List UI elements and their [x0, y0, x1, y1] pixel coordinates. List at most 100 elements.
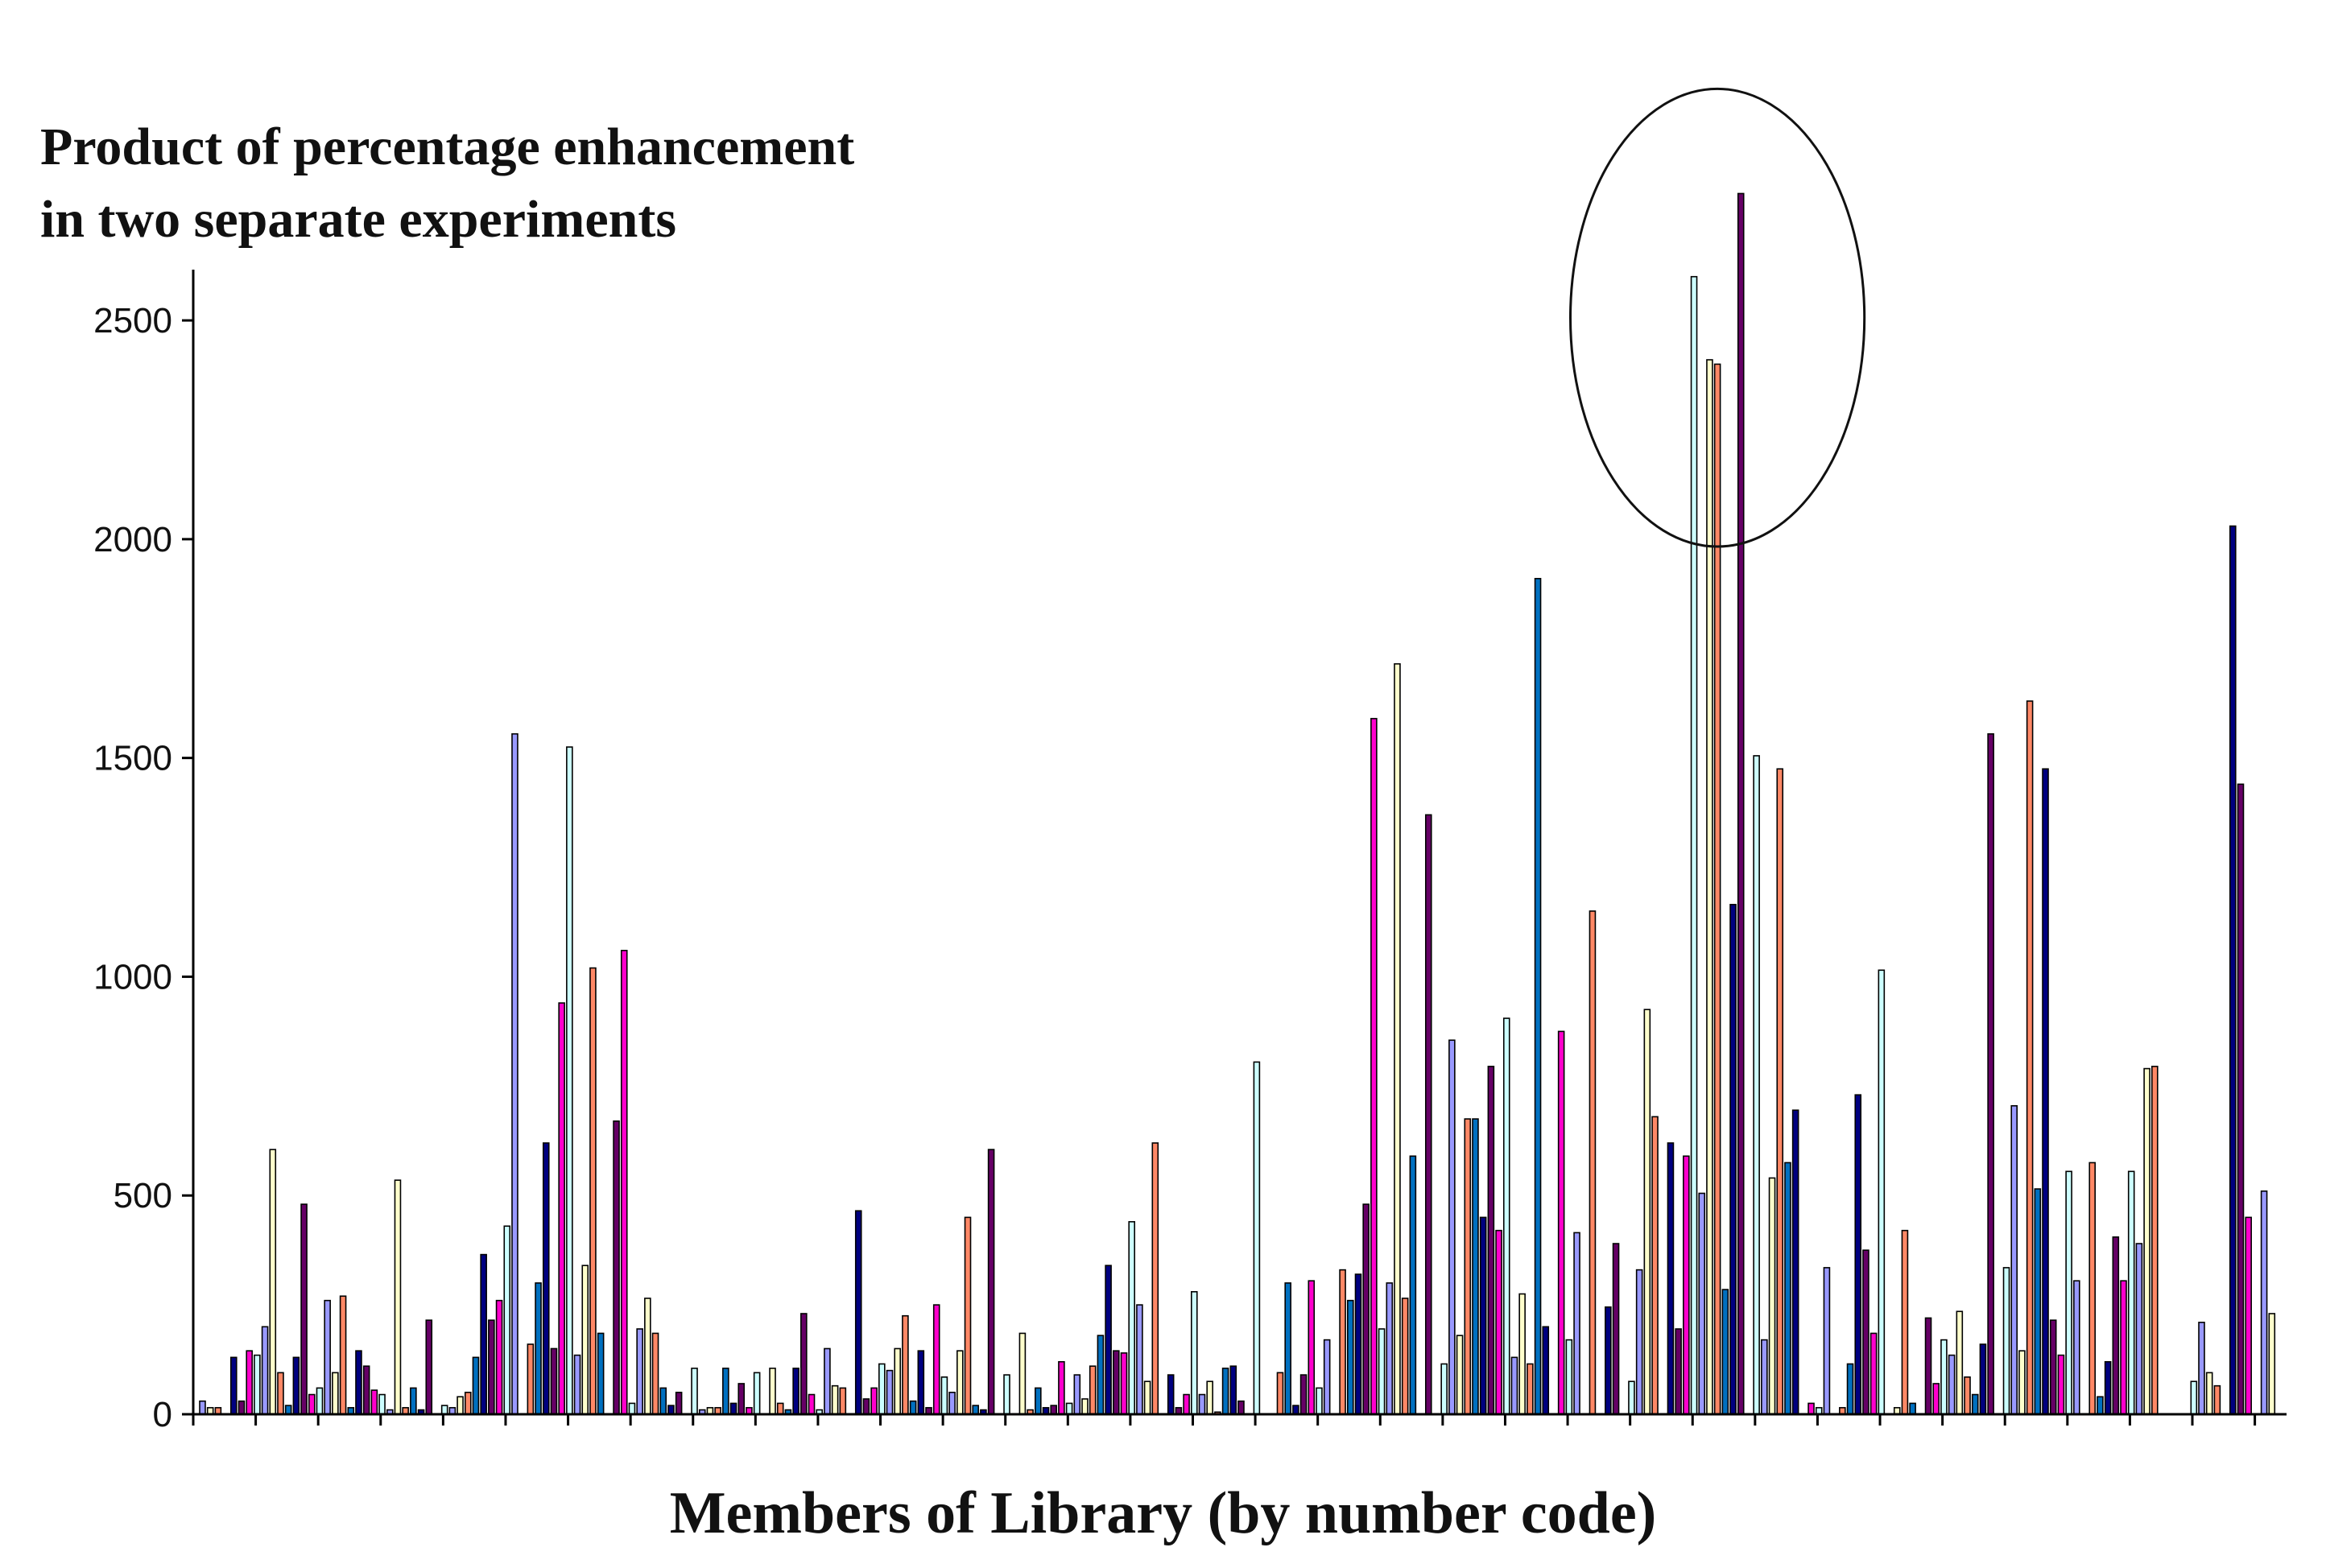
chart-title-line-2: in two separate experiments: [40, 190, 677, 249]
bar: [2034, 1188, 2042, 1415]
bar: [566, 746, 573, 1415]
bar: [378, 1393, 386, 1415]
bar: [675, 1392, 683, 1415]
bar-series: [199, 192, 2276, 1415]
bar: [1589, 910, 1597, 1415]
bar: [1495, 1229, 1502, 1415]
bar: [1612, 1243, 1620, 1415]
bar: [1299, 1374, 1308, 1415]
bar: [792, 1368, 799, 1415]
bar: [862, 1398, 870, 1415]
bar: [909, 1400, 917, 1415]
bar: [1527, 1363, 1534, 1415]
bar: [527, 1343, 535, 1415]
bar: [2143, 1067, 2150, 1415]
bar: [1753, 755, 1760, 1415]
bar: [2135, 1243, 2143, 1415]
bar: [948, 1392, 956, 1415]
bar: [940, 1376, 948, 1415]
bar: [1518, 1293, 1526, 1415]
bar: [1089, 1365, 1097, 1415]
bar: [1948, 1354, 1956, 1415]
bar: [1605, 1306, 1612, 1415]
bar: [1409, 1155, 1417, 1415]
bar: [1683, 1155, 1690, 1415]
bar: [831, 1384, 839, 1415]
bar: [1776, 768, 1784, 1415]
bar: [1565, 1339, 1573, 1415]
bar: [589, 967, 597, 1415]
bar: [2237, 783, 2245, 1415]
bar: [480, 1253, 487, 1415]
y-tick-label: 1000: [93, 957, 172, 997]
bar: [1378, 1328, 1386, 1415]
bar: [1354, 1273, 1362, 1415]
bar: [1339, 1269, 1346, 1415]
bar: [573, 1354, 581, 1415]
bar: [1292, 1405, 1299, 1415]
bar: [558, 1002, 565, 1415]
bar: [1206, 1380, 1213, 1415]
bar: [667, 1405, 675, 1415]
bar: [1971, 1393, 1979, 1415]
bar: [1143, 1380, 1151, 1415]
bar: [839, 1387, 847, 1415]
bar: [1464, 1118, 1472, 1415]
bar: [199, 1400, 206, 1415]
bar: [503, 1225, 511, 1415]
bar: [1308, 1280, 1316, 1415]
bar: [1729, 903, 1737, 1415]
bar: [1643, 1009, 1651, 1415]
bar: [636, 1328, 643, 1415]
bar: [613, 1120, 620, 1415]
bar: [2190, 1380, 2198, 1415]
bar: [1276, 1372, 1284, 1415]
bar: [1862, 1249, 1869, 1415]
bar: [2205, 1372, 2213, 1415]
bar: [1542, 1326, 1550, 1415]
bar: [1651, 1116, 1659, 1415]
bar: [440, 1405, 448, 1415]
bar: [1823, 1267, 1831, 1415]
bar: [1854, 1094, 1862, 1415]
bar: [1198, 1393, 1206, 1415]
bar: [1018, 1332, 1027, 1415]
bar: [644, 1298, 651, 1415]
y-tick-label: 2000: [93, 520, 172, 559]
bar: [902, 1314, 909, 1415]
bar: [261, 1326, 269, 1415]
bar: [1191, 1291, 1198, 1415]
bar: [1058, 1360, 1065, 1415]
bar: [1479, 1216, 1487, 1415]
x-axis-label: Members of Library (by number code): [669, 1480, 1657, 1546]
bar: [2268, 1313, 2276, 1415]
bar: [1370, 717, 1378, 1415]
bar: [808, 1393, 816, 1415]
bar: [2120, 1280, 2127, 1415]
bar: [964, 1216, 972, 1415]
bar: [1113, 1350, 1120, 1415]
bar: [1323, 1339, 1331, 1415]
bar: [1675, 1328, 1682, 1415]
bar: [917, 1350, 925, 1415]
bar: [238, 1400, 246, 1415]
bar: [1869, 1332, 1878, 1415]
bar: [1956, 1310, 1964, 1415]
bar: [769, 1368, 776, 1415]
bar: [2026, 700, 2034, 1415]
bar: [972, 1405, 980, 1415]
bar: [1791, 1109, 1799, 1415]
bar: [370, 1389, 378, 1415]
bar: [1808, 1402, 1815, 1415]
y-axis-ticks: 0 500 1000 1500 2000 2500: [93, 301, 193, 1434]
bar: [1761, 1339, 1768, 1415]
bar: [1964, 1376, 1971, 1415]
bar: [854, 1210, 862, 1415]
bar: [581, 1265, 589, 1415]
bar: [2088, 1162, 2096, 1415]
bar: [269, 1149, 277, 1415]
bar: [651, 1332, 659, 1415]
bar: [1346, 1299, 1354, 1415]
bar: [1932, 1383, 1940, 1415]
